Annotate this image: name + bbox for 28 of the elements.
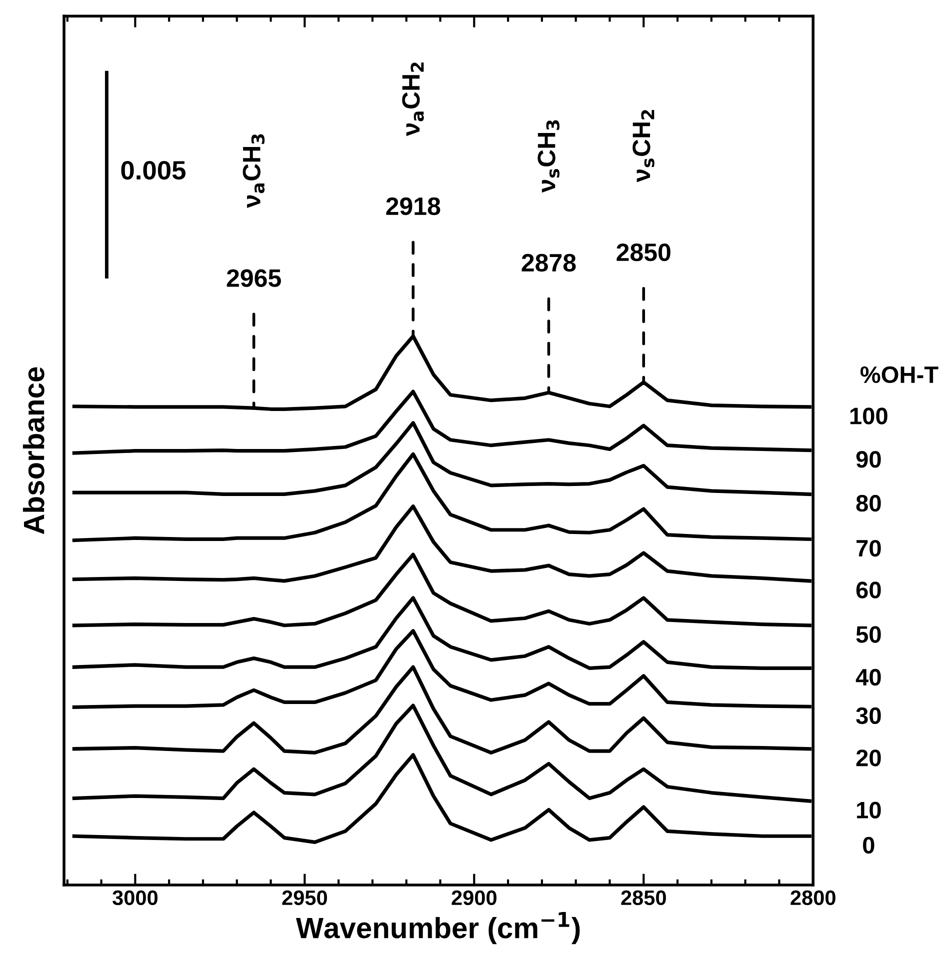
- x-tick-label: 2950: [282, 890, 327, 906]
- text: 0: [863, 836, 874, 854]
- series-label: 70: [856, 540, 881, 557]
- series-label: 50: [856, 626, 881, 643]
- annotation: 2850: [616, 243, 670, 262]
- annotation: 2918: [386, 197, 440, 216]
- x-tick-label: 2850: [621, 890, 666, 906]
- text: ν$_{s}$CH$_{3}$: [538, 120, 560, 193]
- series-label: 30: [856, 707, 881, 724]
- text: 0.005: [121, 160, 186, 180]
- text: ν$_{a}$CH$_{3}$: [242, 134, 265, 208]
- annotation: 2878: [522, 254, 576, 272]
- x-tick-label: 2800: [790, 890, 836, 906]
- series-label: 80: [856, 494, 881, 512]
- series-label: 90: [856, 451, 881, 468]
- annotation: 2965: [226, 269, 281, 287]
- x-tick-label: 2900: [452, 890, 496, 906]
- series-label: 40: [856, 668, 881, 686]
- series-label: 60: [856, 582, 881, 598]
- legend-title: %OH-T: [860, 366, 938, 384]
- x-tick-label: 3000: [112, 890, 158, 906]
- series-label: 100: [850, 408, 888, 424]
- text: ν$_{a}$CH$_{2}$: [402, 62, 424, 136]
- text: ν$_{s}$CH$_{2}$: [632, 110, 654, 182]
- y-axis-title: Absorbance: [22, 367, 44, 534]
- text: 10: [857, 802, 881, 818]
- x-axis-title: Wavenumber (cm$^{−1}$): [296, 912, 580, 944]
- series-label: 20: [856, 750, 881, 766]
